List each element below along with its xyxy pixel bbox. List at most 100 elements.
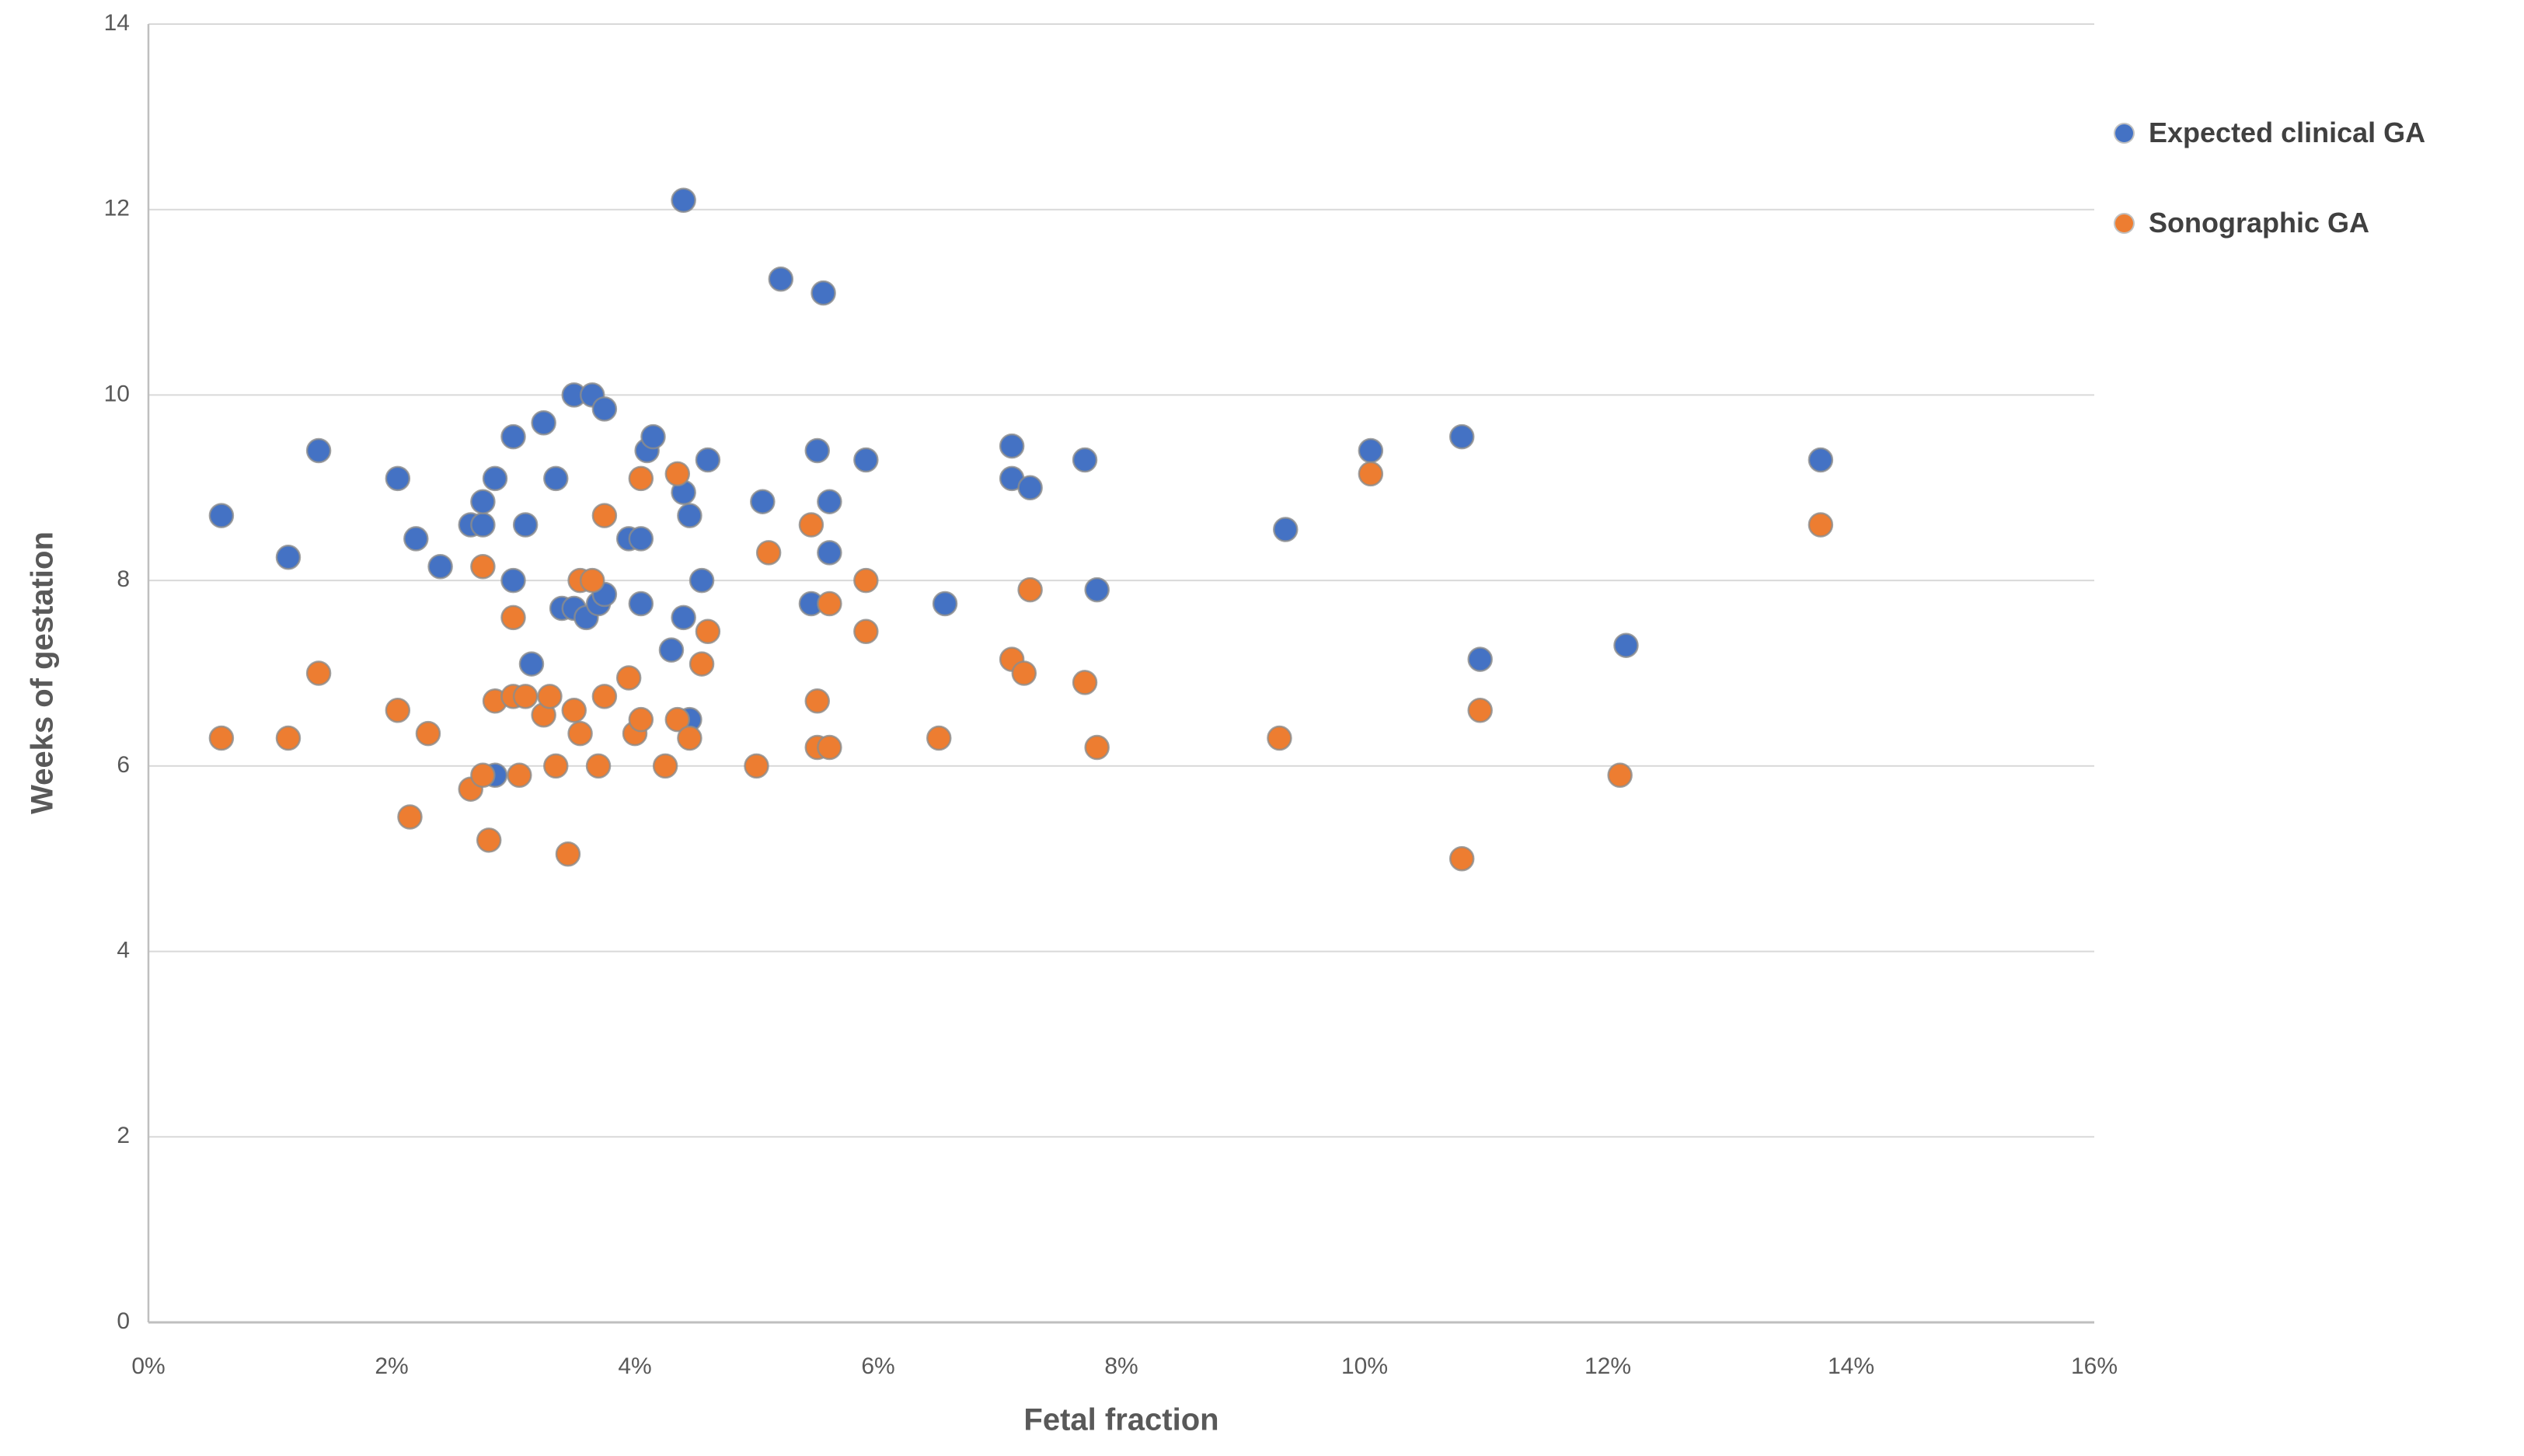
- data-point: [555, 841, 581, 867]
- data-point: [470, 762, 496, 789]
- data-point: [999, 433, 1025, 459]
- data-point: [275, 725, 302, 751]
- data-point: [853, 567, 879, 594]
- data-point: [543, 753, 569, 779]
- y-axis-tick-label: 10: [104, 381, 130, 406]
- x-axis-tick-label: 6%: [861, 1353, 894, 1379]
- y-axis-tick-label: 4: [117, 937, 130, 963]
- data-point: [561, 697, 587, 723]
- data-point: [615, 665, 642, 691]
- y-axis-tick-label: 2: [117, 1123, 130, 1148]
- data-point: [1449, 423, 1475, 450]
- data-point: [1808, 447, 1834, 473]
- data-point: [1267, 725, 1292, 751]
- data-point: [1449, 845, 1475, 872]
- data-point: [689, 567, 715, 594]
- data-point: [817, 734, 842, 761]
- x-axis-tick-label: 16%: [2071, 1353, 2118, 1379]
- data-point: [652, 753, 678, 779]
- data-point: [1467, 646, 1493, 672]
- x-axis-tick-label: 10%: [1341, 1353, 1388, 1379]
- data-point: [482, 465, 508, 492]
- x-axis-tick-label: 14%: [1828, 1353, 1874, 1379]
- y-axis-title: Weeks of gestation: [25, 531, 60, 814]
- x-axis-tick-label: 4%: [618, 1353, 651, 1379]
- legend-label: Sonographic GA: [2149, 207, 2370, 239]
- data-point: [470, 489, 496, 514]
- data-point: [385, 465, 411, 492]
- data-point: [415, 720, 441, 747]
- data-point: [500, 423, 526, 450]
- data-point: [470, 553, 496, 580]
- data-point: [500, 604, 526, 631]
- data-point: [804, 437, 830, 464]
- data-point: [853, 447, 879, 473]
- data-point: [750, 489, 776, 514]
- data-point: [804, 688, 830, 714]
- data-point: [403, 526, 429, 552]
- data-point: [1607, 762, 1633, 789]
- data-point: [1613, 632, 1639, 658]
- data-point: [817, 540, 842, 566]
- data-point: [305, 437, 332, 464]
- data-point: [853, 618, 879, 645]
- data-point: [1358, 437, 1384, 464]
- data-point: [1011, 660, 1037, 686]
- data-point: [567, 720, 593, 747]
- data-point: [1358, 461, 1384, 487]
- data-point: [537, 684, 563, 709]
- data-point: [1072, 670, 1098, 695]
- data-point: [208, 725, 235, 751]
- data-point: [628, 590, 654, 617]
- y-axis-tick-label: 8: [117, 566, 130, 592]
- data-point: [658, 637, 685, 663]
- data-point: [1467, 697, 1493, 723]
- data-point: [275, 545, 302, 570]
- data-point: [470, 512, 496, 538]
- series-marker-orange: [2115, 214, 2133, 232]
- data-point: [695, 618, 721, 645]
- legend-item-expected-clinical-ga[interactable]: Expected clinical GA: [2115, 111, 2425, 155]
- x-axis-tick-label: 8%: [1104, 1353, 1138, 1379]
- data-point: [579, 567, 605, 594]
- y-axis-tick-label: 14: [104, 10, 130, 36]
- data-point: [695, 447, 721, 473]
- data-point: [500, 567, 526, 594]
- data-point: [507, 762, 532, 789]
- data-point: [926, 725, 952, 751]
- data-point: [585, 753, 612, 779]
- data-point: [397, 804, 423, 830]
- data-point: [817, 590, 842, 617]
- series-marker-blue: [2115, 124, 2133, 142]
- data-point: [817, 489, 842, 514]
- data-point: [591, 503, 618, 528]
- data-point: [208, 503, 235, 528]
- data-point: [1017, 576, 1043, 603]
- data-point: [1084, 734, 1110, 761]
- data-point: [671, 187, 696, 214]
- data-point: [664, 706, 691, 733]
- x-axis-title: Fetal fraction: [1023, 1402, 1219, 1437]
- x-axis-tick-label: 2%: [375, 1353, 408, 1379]
- data-point: [768, 266, 794, 292]
- data-point: [798, 512, 824, 538]
- data-point: [1273, 517, 1299, 542]
- data-point: [531, 409, 556, 436]
- data-point: [932, 590, 958, 617]
- data-point: [591, 684, 618, 709]
- legend-item-sonographic-ga[interactable]: Sonographic GA: [2115, 201, 2425, 245]
- data-point: [744, 753, 769, 779]
- data-point: [1808, 512, 1834, 538]
- data-point: [755, 540, 782, 566]
- legend: Expected clinical GA Sonographic GA: [2115, 111, 2425, 245]
- y-axis-tick-label: 6: [117, 752, 130, 778]
- data-point: [628, 706, 654, 733]
- x-axis-tick-label: 12%: [1584, 1353, 1631, 1379]
- y-axis-tick-label: 12: [104, 196, 130, 221]
- x-axis-tick-label: 0%: [131, 1353, 165, 1379]
- data-point: [677, 503, 702, 528]
- data-point: [512, 684, 539, 709]
- data-point: [811, 280, 836, 306]
